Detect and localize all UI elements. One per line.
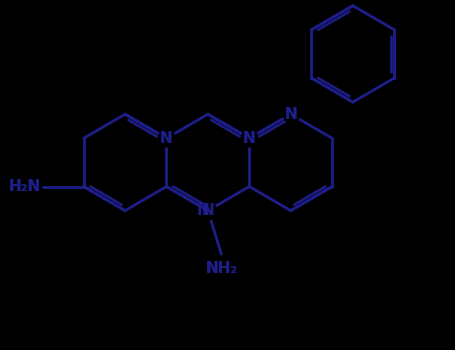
Text: N: N xyxy=(202,203,214,218)
Text: NH₂: NH₂ xyxy=(205,261,238,276)
Text: N: N xyxy=(197,203,210,218)
Text: H₂N: H₂N xyxy=(9,179,41,194)
Text: N: N xyxy=(284,107,297,122)
Text: N: N xyxy=(284,107,297,122)
Text: N: N xyxy=(160,131,173,146)
Text: H₂N: H₂N xyxy=(9,179,41,194)
Text: N: N xyxy=(243,131,256,146)
Text: NH₂: NH₂ xyxy=(205,261,238,276)
Text: N: N xyxy=(243,131,256,146)
Text: N: N xyxy=(160,131,173,146)
